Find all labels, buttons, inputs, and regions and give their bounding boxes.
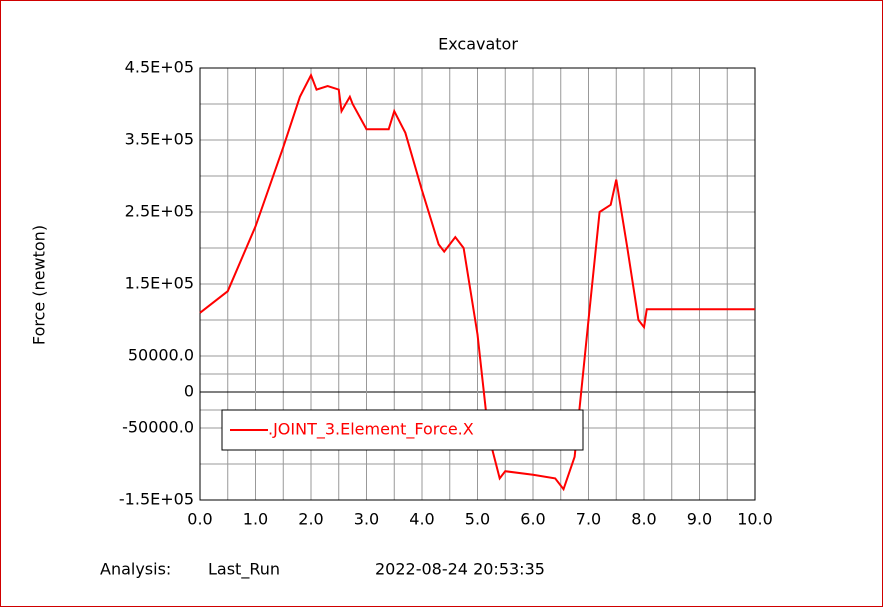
x-tick-label: 3.0 — [354, 510, 379, 529]
y-tick-label: 4.5E+05 — [125, 58, 194, 77]
y-tick-label: -50000.0 — [122, 418, 194, 437]
x-tick-label: 5.0 — [465, 510, 490, 529]
x-tick-label: 1.0 — [243, 510, 268, 529]
y-tick-label: 0 — [184, 382, 194, 401]
footer-label: Analysis: — [100, 560, 171, 579]
x-tick-label: 9.0 — [687, 510, 712, 529]
y-tick-label: 3.5E+05 — [125, 130, 194, 149]
footer-timestamp: 2022-08-24 20:53:35 — [375, 560, 545, 579]
chart-title: Excavator — [438, 35, 518, 54]
x-tick-label: 8.0 — [631, 510, 656, 529]
y-axis-label: Force (newton) — [30, 225, 49, 345]
chart: Excavator Force (newton) Analysis: Last_… — [0, 0, 883, 607]
y-tick-label: 50000.0 — [128, 346, 194, 365]
x-tick-label: 7.0 — [576, 510, 601, 529]
footer-analysis: Last_Run — [208, 560, 280, 580]
y-tick-label: 2.5E+05 — [125, 202, 194, 221]
x-tick-label: 2.0 — [298, 510, 323, 529]
y-tick-label: -1.5E+05 — [119, 490, 194, 509]
x-tick-label: 4.0 — [409, 510, 434, 529]
x-tick-label: 0.0 — [187, 510, 212, 529]
legend-label: .JOINT_3.Element_Force.X — [268, 420, 474, 440]
x-tick-label: 6.0 — [520, 510, 545, 529]
y-tick-label: 1.5E+05 — [125, 274, 194, 293]
x-tick-label: 10.0 — [737, 510, 773, 529]
